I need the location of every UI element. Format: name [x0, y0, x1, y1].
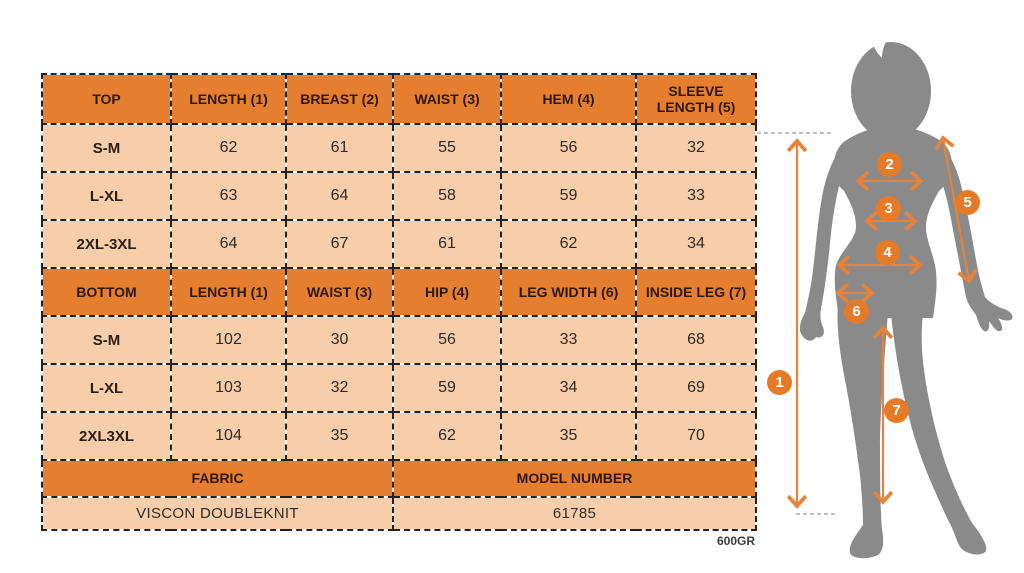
header-cell-leg-width: LEG WIDTH (6) — [500, 267, 637, 317]
value-cell: 62 — [170, 123, 287, 173]
header-cell-model-number: MODEL NUMBER — [392, 459, 757, 498]
size-chart-table: TOP LENGTH (1) BREAST (2) WAIST (3) HEM … — [41, 73, 757, 531]
value-cell: 61 — [392, 219, 502, 269]
size-cell: 2XL-3XL — [41, 219, 172, 269]
measurement-marker-3: 3 — [876, 196, 901, 221]
value-cell: 62 — [500, 219, 637, 269]
measurement-marker-2: 2 — [877, 152, 902, 177]
value-cell: 58 — [392, 171, 502, 221]
silhouette-head — [851, 42, 931, 140]
measurement-marker-1: 1 — [767, 370, 792, 395]
value-cell: 33 — [635, 171, 757, 221]
value-cell: 34 — [635, 219, 757, 269]
table-row: L-XL 103 32 59 34 69 — [41, 363, 757, 413]
value-cell: 56 — [500, 123, 637, 173]
header-cell-breast: BREAST (2) — [285, 73, 394, 125]
header-cell-hip: HIP (4) — [392, 267, 502, 317]
info-header-row: FABRIC MODEL NUMBER — [41, 459, 757, 498]
value-cell: 59 — [392, 363, 502, 413]
value-cell: 68 — [635, 315, 757, 365]
silhouette-neck — [880, 121, 903, 147]
silhouette-left-leg — [837, 303, 888, 559]
value-cell: 56 — [392, 315, 502, 365]
value-cell: 34 — [500, 363, 637, 413]
table-row: 2XL-3XL 64 67 61 62 34 — [41, 219, 757, 269]
bottom-header-row: BOTTOM LENGTH (1) WAIST (3) HIP (4) LEG … — [41, 267, 757, 317]
value-cell: 55 — [392, 123, 502, 173]
header-cell-length: LENGTH (1) — [170, 267, 287, 317]
silhouette-left-arm — [799, 143, 850, 341]
value-cell: 59 — [500, 171, 637, 221]
value-cell: 103 — [170, 363, 287, 413]
size-cell: 2XL3XL — [41, 411, 172, 461]
top-header-row: TOP LENGTH (1) BREAST (2) WAIST (3) HEM … — [41, 73, 757, 125]
size-cell: S-M — [41, 123, 172, 173]
header-cell-waist: WAIST (3) — [285, 267, 394, 317]
silhouette-hair-notch — [874, 36, 889, 58]
header-cell-waist: WAIST (3) — [392, 73, 502, 125]
weight-note: 600GR — [716, 534, 755, 548]
value-cell: 67 — [285, 219, 394, 269]
size-cell: L-XL — [41, 171, 172, 221]
table-row: S-M 62 61 55 56 32 — [41, 123, 757, 173]
measurement-marker-6: 6 — [844, 299, 869, 324]
value-cell: 33 — [500, 315, 637, 365]
value-cell: 61 — [285, 123, 394, 173]
value-cell: 35 — [285, 411, 394, 461]
value-cell: 64 — [285, 171, 394, 221]
silhouette-right-leg — [890, 303, 987, 555]
table-row: S-M 102 30 56 33 68 — [41, 315, 757, 365]
silhouette-right-arm — [933, 143, 1013, 332]
size-cell: S-M — [41, 315, 172, 365]
measurement-marker-4: 4 — [875, 240, 900, 265]
value-cell: 104 — [170, 411, 287, 461]
header-cell-inside-leg: INSIDE LEG (7) — [635, 267, 757, 317]
value-cell: 30 — [285, 315, 394, 365]
value-cell: 63 — [170, 171, 287, 221]
header-cell-length: LENGTH (1) — [170, 73, 287, 125]
header-cell-top: TOP — [41, 73, 172, 125]
value-cell: 62 — [392, 411, 502, 461]
header-cell-hem: HEM (4) — [500, 73, 637, 125]
table-row: L-XL 63 64 58 59 33 — [41, 171, 757, 221]
size-cell: L-XL — [41, 363, 172, 413]
header-cell-sleeve-length: SLEEVE LENGTH (5) — [635, 73, 757, 125]
value-cell: 102 — [170, 315, 287, 365]
table-row: 2XL3XL 104 35 62 35 70 — [41, 411, 757, 461]
value-cell: 69 — [635, 363, 757, 413]
value-cell: 64 — [170, 219, 287, 269]
measurement-marker-5: 5 — [955, 190, 980, 215]
value-cell: 70 — [635, 411, 757, 461]
value-cell: 32 — [635, 123, 757, 173]
header-cell-bottom: BOTTOM — [41, 267, 172, 317]
value-cell: 35 — [500, 411, 637, 461]
value-cell: 32 — [285, 363, 394, 413]
fabric-value-cell: VISCON DOUBLEKNIT — [41, 496, 394, 531]
model-number-value-cell: 61785 — [392, 496, 757, 531]
header-cell-fabric: FABRIC — [41, 459, 394, 498]
silhouette-hair — [892, 121, 942, 155]
info-value-row: VISCON DOUBLEKNIT 61785 — [41, 496, 757, 531]
measurement-marker-7: 7 — [884, 398, 909, 423]
